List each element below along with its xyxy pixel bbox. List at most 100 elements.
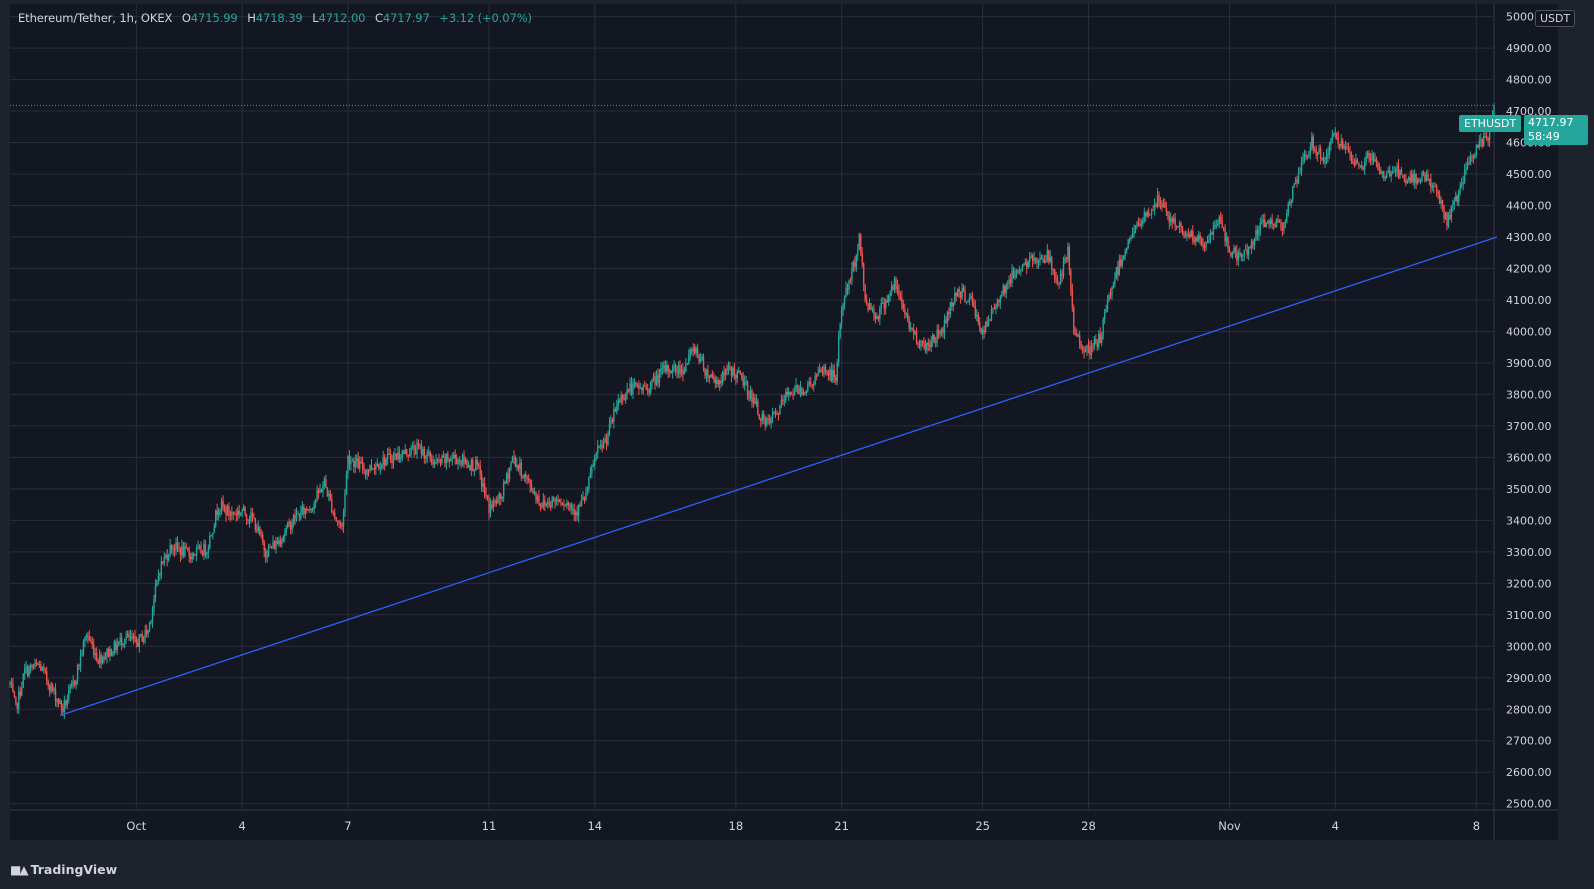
candle-body bbox=[981, 329, 984, 334]
candle-body bbox=[1089, 347, 1091, 356]
candle-body bbox=[721, 372, 724, 384]
candle-body bbox=[623, 399, 625, 401]
candle-body bbox=[1145, 212, 1147, 217]
candle-body bbox=[899, 296, 902, 298]
candle-body bbox=[1493, 105, 1495, 116]
candle-body bbox=[788, 391, 790, 395]
candle-body bbox=[501, 496, 503, 499]
candle-body bbox=[570, 504, 572, 510]
candle-body bbox=[855, 255, 858, 267]
candle-body bbox=[998, 300, 1000, 303]
candle-body bbox=[1159, 201, 1162, 207]
low-value: 4712.00 bbox=[318, 11, 366, 25]
candle-body bbox=[97, 660, 99, 664]
candle-body bbox=[1139, 224, 1141, 226]
candle-body bbox=[72, 681, 74, 684]
candle-body bbox=[119, 637, 121, 642]
candle-body bbox=[48, 685, 51, 692]
candle-body bbox=[1196, 237, 1198, 241]
candle-body bbox=[1243, 249, 1245, 255]
candle-body bbox=[91, 642, 93, 645]
candle-body bbox=[367, 469, 370, 471]
candle-body bbox=[654, 376, 656, 385]
candle-body bbox=[1361, 165, 1363, 169]
candle-body bbox=[771, 413, 774, 418]
candle-body bbox=[904, 308, 906, 314]
candle-body bbox=[1148, 211, 1150, 215]
candle-body bbox=[943, 319, 946, 334]
candle-body bbox=[148, 622, 151, 631]
candle-body bbox=[971, 296, 974, 303]
price-tick-label: 2800.00 bbox=[1506, 703, 1552, 716]
candle-body bbox=[908, 319, 910, 329]
high-label: H bbox=[247, 11, 256, 25]
candle-body bbox=[411, 445, 414, 448]
candle-body bbox=[73, 681, 76, 685]
candle-body bbox=[1480, 139, 1482, 141]
candle-body bbox=[485, 493, 487, 496]
candle-body bbox=[555, 499, 558, 502]
candle-body bbox=[1419, 181, 1422, 183]
candle-body bbox=[582, 496, 584, 500]
candle-body bbox=[1446, 212, 1448, 226]
candle-body bbox=[1437, 191, 1439, 195]
candle-body bbox=[1071, 289, 1074, 308]
candle-body bbox=[765, 418, 768, 426]
candle-body bbox=[328, 493, 330, 496]
candle-body bbox=[651, 379, 653, 383]
candle-body bbox=[1327, 153, 1329, 156]
candle-body bbox=[1225, 237, 1228, 242]
candle-body bbox=[898, 289, 900, 297]
candle-body bbox=[16, 703, 19, 709]
candle-body bbox=[573, 508, 575, 516]
candle-body bbox=[1405, 180, 1407, 184]
candle-body bbox=[667, 364, 669, 372]
candle-body bbox=[1086, 345, 1088, 352]
candle-body bbox=[500, 493, 502, 499]
candle-body bbox=[1290, 200, 1292, 204]
last-price-value: 4717.97 bbox=[1528, 116, 1574, 129]
candle-body bbox=[645, 386, 647, 391]
candle-body bbox=[1393, 171, 1395, 173]
candle-body bbox=[472, 459, 474, 472]
currency-unit-button[interactable]: USDT bbox=[1535, 10, 1576, 27]
candle-body bbox=[1384, 177, 1386, 179]
candle-body bbox=[428, 451, 430, 453]
candle-body bbox=[56, 699, 58, 702]
candle-body bbox=[1433, 186, 1435, 188]
candle-body bbox=[671, 367, 674, 374]
tradingview-logo[interactable]: ■▲ TradingView bbox=[10, 862, 117, 877]
candle-body bbox=[1045, 260, 1047, 263]
candle-body bbox=[316, 490, 318, 501]
candle-body bbox=[682, 369, 684, 375]
change-value: +3.12 (+0.07%) bbox=[439, 11, 532, 25]
candle-body bbox=[1084, 351, 1087, 353]
candle-body bbox=[1124, 251, 1126, 256]
candle-body bbox=[1053, 269, 1056, 279]
candle-body bbox=[366, 469, 368, 475]
symbol-price-badge: ETHUSDT bbox=[1459, 115, 1522, 132]
candle-body bbox=[514, 457, 517, 468]
candle-body bbox=[739, 370, 741, 374]
candle-body bbox=[397, 452, 399, 460]
candle-body bbox=[713, 376, 715, 379]
candle-body bbox=[1040, 257, 1043, 260]
candle-body bbox=[215, 510, 217, 527]
candle-body bbox=[642, 385, 644, 391]
candle-body bbox=[162, 561, 164, 564]
candle-body bbox=[954, 293, 956, 303]
candle-body bbox=[32, 666, 35, 668]
candle-body bbox=[927, 343, 930, 345]
candle-body bbox=[702, 356, 705, 369]
price-tick-label: 4500.00 bbox=[1506, 168, 1552, 181]
candle-body bbox=[339, 523, 342, 525]
candle-body bbox=[655, 375, 658, 385]
candle-body bbox=[1380, 170, 1382, 174]
candle-body bbox=[873, 308, 875, 315]
candle-body bbox=[106, 648, 108, 657]
symbol-title[interactable]: Ethereum/Tether, 1h, OKEX bbox=[18, 11, 173, 25]
candle-body bbox=[962, 288, 965, 292]
time-tick-label: 28 bbox=[1081, 819, 1096, 833]
